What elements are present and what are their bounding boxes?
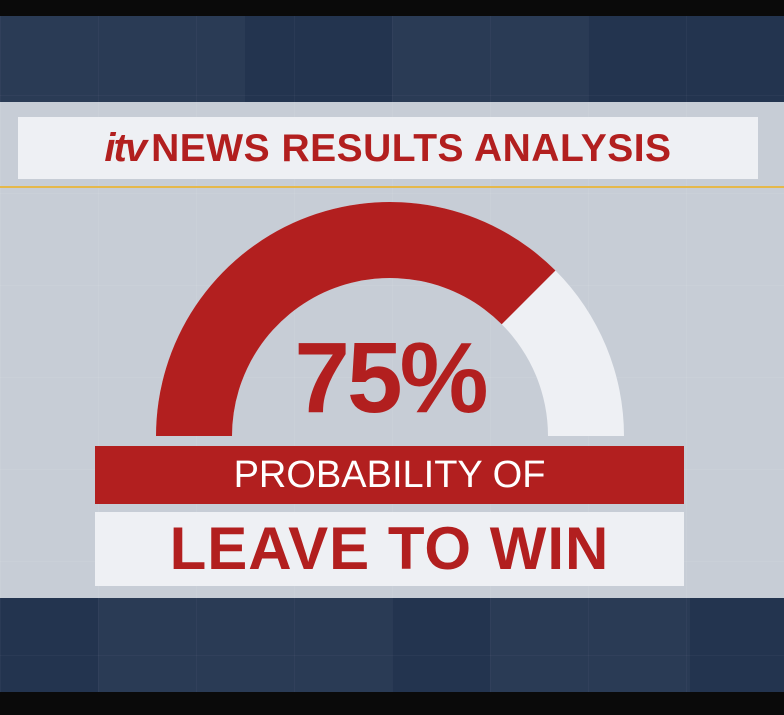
gauge-fill (156, 202, 556, 436)
outcome-banner: LEAVE TO WIN (95, 512, 684, 586)
title-banner: itv NEWS RESULTS ANALYSIS (18, 117, 758, 179)
accent-divider (0, 186, 784, 188)
outcome-label: LEAVE TO WIN (169, 515, 610, 582)
page-title: NEWS RESULTS ANALYSIS (151, 126, 672, 170)
probability-value: 75% (294, 322, 488, 434)
probability-label: PROBABILITY OF (233, 454, 546, 496)
probability-label-bar: PROBABILITY OF (95, 446, 684, 504)
itv-logo: itv (104, 126, 147, 170)
